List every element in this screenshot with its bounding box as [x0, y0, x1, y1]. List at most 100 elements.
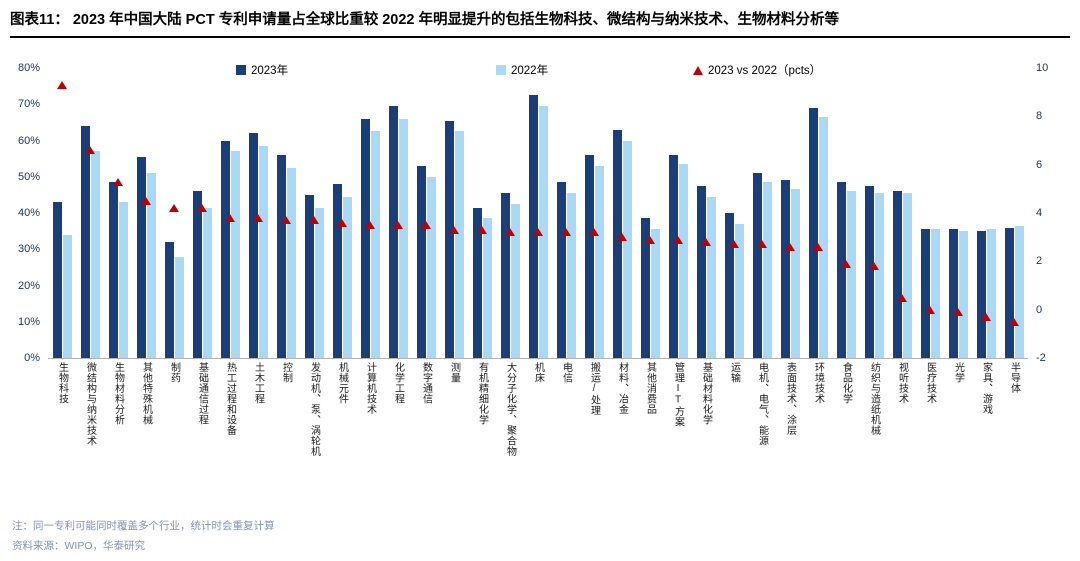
category-label: 电信 — [560, 362, 572, 383]
category-label: 机械元件 — [336, 362, 348, 404]
category-label: 食品化学 — [840, 362, 852, 404]
bar-group — [916, 68, 944, 358]
diff-triangle-marker — [645, 235, 655, 244]
bar-group — [636, 68, 664, 358]
bar-2022 — [398, 118, 408, 358]
bar-2022 — [230, 151, 240, 358]
bar-2023 — [976, 231, 986, 358]
axis-tick: 8 — [1036, 110, 1043, 123]
bar-group — [972, 68, 1000, 358]
bar-2023 — [920, 229, 930, 358]
diff-triangle-marker — [841, 259, 851, 268]
category-label: 纺织与造纸机械 — [868, 362, 880, 436]
diff-triangle-marker — [281, 216, 291, 225]
diff-triangle-marker — [953, 308, 963, 317]
bar-2023 — [304, 194, 314, 358]
diff-triangle-marker — [561, 228, 571, 237]
bar-2022 — [846, 191, 856, 358]
category-label: 其他特殊机械 — [140, 362, 152, 425]
bar-2023 — [528, 95, 538, 358]
bar-2022 — [314, 207, 324, 358]
bar-2022 — [202, 207, 212, 358]
bar-group — [384, 68, 412, 358]
bar-group — [76, 68, 104, 358]
bar-2023 — [220, 140, 230, 358]
legend-label-2023: 2023年 — [251, 65, 289, 77]
category-label: 制药 — [168, 362, 180, 383]
bar-2022 — [986, 229, 996, 358]
diff-triangle-marker — [673, 235, 683, 244]
bar-2022 — [1014, 225, 1024, 358]
axis-tick: 20% — [17, 279, 40, 292]
category-label: 其他消费品 — [644, 362, 656, 415]
legend-swatch-2022 — [496, 65, 506, 75]
bar-2022 — [734, 223, 744, 358]
bar-2023 — [136, 156, 146, 358]
bar-2023 — [752, 173, 762, 358]
category-label: 搬运/处理 — [588, 362, 600, 416]
bar-2022 — [678, 164, 688, 358]
bar-group — [412, 68, 440, 358]
bar-2022 — [174, 256, 184, 358]
axis-tick: 0% — [24, 352, 40, 364]
bar-group — [860, 68, 888, 358]
category-label: 测量 — [448, 362, 460, 383]
bar-2022 — [370, 131, 380, 358]
bar-2023 — [360, 118, 370, 358]
category-label: 大分子化学、聚合物 — [504, 362, 516, 457]
diff-triangle-marker — [897, 293, 907, 302]
bar-2022 — [790, 189, 800, 358]
diff-triangle-marker — [729, 240, 739, 249]
chart-title: 图表11： 2023 年中国大陆 PCT 专利申请量占全球比重较 2022 年明… — [10, 8, 1070, 38]
bar-2023 — [444, 120, 454, 358]
bar-2022 — [454, 131, 464, 358]
bar-2023 — [556, 182, 566, 358]
bar-2022 — [258, 145, 268, 358]
bar-2023 — [248, 133, 258, 358]
diff-triangle-marker — [701, 238, 711, 246]
legend-swatch-2023 — [236, 65, 246, 75]
footnotes: 注：同一专利可能同时覆盖多个行业，统计时会重复计算 资料来源：WIPO，华泰研究 — [12, 516, 275, 556]
bar-2022 — [762, 182, 772, 358]
category-label: 生物科技 — [56, 362, 68, 404]
diff-triangle-marker — [365, 221, 375, 230]
bar-2023 — [1004, 227, 1014, 358]
category-label: 计算机技术 — [364, 362, 376, 415]
category-label: 化学工程 — [392, 362, 404, 404]
bar-2023 — [80, 126, 90, 358]
category-label: 材料、冶金 — [616, 362, 628, 415]
diff-triangle-marker — [813, 242, 823, 251]
source-line: 资料来源：WIPO，华泰研究 — [12, 540, 145, 552]
bar-2023 — [612, 129, 622, 358]
chart-area: 80% 70% 60% 50% 40% 30% 20% 10% 0% 10 8 6 4 2 0 -2 202… — [0, 40, 1080, 510]
axis-tick: 30% — [17, 243, 40, 256]
diff-triangle-marker — [225, 213, 235, 222]
y-axis-left: 80% 70% 60% 50% 40% 30% 20% 10% 0% — [0, 62, 44, 364]
category-label: 发动机、泵、涡轮机 — [308, 362, 320, 457]
bar-2023 — [388, 106, 398, 358]
bar-group — [188, 68, 216, 358]
category-label: 视听技术 — [896, 362, 908, 404]
bar-2023 — [668, 155, 678, 358]
bar-2022 — [958, 231, 968, 358]
bar-group — [692, 68, 720, 358]
bar-2023 — [724, 213, 734, 358]
category-label: 土木工程 — [252, 362, 264, 404]
diff-triangle-marker — [169, 204, 179, 213]
category-label: 微结构与纳米技术 — [84, 362, 96, 446]
axis-tick: 60% — [17, 134, 40, 147]
axis-tick: 40% — [17, 207, 40, 219]
diff-triangle-marker — [57, 80, 67, 89]
bar-group — [776, 68, 804, 358]
bar-group — [272, 68, 300, 358]
bar-group — [160, 68, 188, 358]
bar-2023 — [808, 107, 818, 358]
bar-group — [496, 68, 524, 358]
diff-triangle-marker — [757, 240, 767, 249]
bar-2023 — [836, 182, 846, 358]
bar-2022 — [818, 116, 828, 358]
axis-tick: 10% — [17, 315, 40, 328]
diff-triangle-marker — [393, 221, 403, 230]
diff-triangle-marker — [477, 225, 487, 234]
